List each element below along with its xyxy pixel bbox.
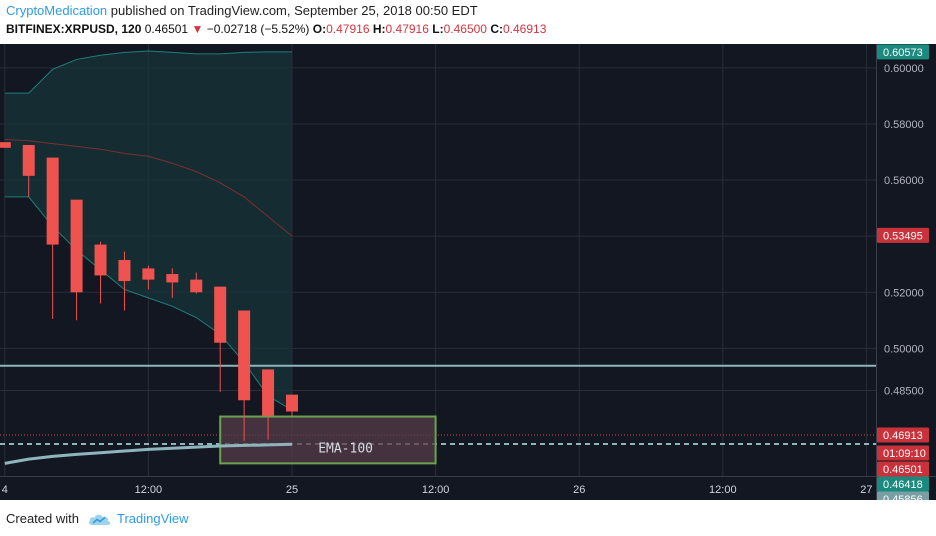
time-tick-label: 12:00 (422, 484, 450, 496)
price-badge-label: 0.53495 (883, 230, 923, 242)
time-tick-label: 4 (2, 484, 8, 496)
candle-body (142, 268, 155, 280)
symbol-label: BITFINEX:XRPUSD, 120 (6, 22, 142, 36)
price-badge (877, 445, 929, 461)
publish-line: CryptoMedication published on TradingVie… (6, 3, 478, 18)
price-badge-label: 0.46501 (883, 464, 923, 476)
price-change: −0.02718 (−5.52%) (206, 22, 310, 36)
price-badge (877, 44, 929, 60)
down-arrow-icon: ▼ (191, 22, 204, 36)
ema-100-line (4, 442, 293, 465)
price-tick-label: 0.48500 (884, 385, 924, 397)
candle-body (214, 286, 227, 343)
price-badges: 0.60573 0.53495 0.46913 01:09:10 0.46501 0.46… (877, 44, 929, 500)
price-axis-panel (876, 44, 936, 500)
chart-header: CryptoMedication published on TradingVie… (0, 0, 936, 44)
time-axis[interactable]: 4 12:00 25 12:00 26 12:00 27 (2, 484, 873, 496)
bollinger-upper-line (4, 50, 292, 94)
candle-body (46, 157, 59, 245)
price-tick-label: 0.50000 (884, 343, 924, 355)
ema-100-label: EMA-100 (318, 442, 373, 457)
close-label: C: (490, 22, 503, 36)
low-label: L: (432, 22, 444, 36)
published-text: published on TradingView.com, September … (110, 3, 478, 18)
time-tick-label: 26 (573, 484, 585, 496)
price-tick-label: 0.60000 (884, 63, 924, 75)
tradingview-brand-link[interactable]: TradingView (117, 511, 189, 526)
price-badge (877, 476, 929, 492)
author-link[interactable]: CryptoMedication (6, 3, 108, 18)
candle-body (70, 199, 83, 293)
candle-body (262, 369, 275, 416)
price-badge-label: 0.46913 (883, 430, 923, 442)
price-badge-label: 01:09:10 (883, 448, 926, 460)
ema-zone-box (219, 415, 437, 465)
candle-body (118, 260, 131, 282)
high-label: H: (372, 22, 386, 36)
open-label: O: (312, 22, 327, 36)
tradingview-cloud-icon (88, 514, 111, 525)
price-badge (877, 491, 929, 500)
close-value: 0.46913 (503, 22, 547, 36)
low-value: 0.46500 (443, 22, 487, 36)
candles (0, 142, 298, 441)
bollinger-middle-line (4, 138, 293, 237)
price-badge (877, 427, 929, 443)
created-with-text: Created with (6, 511, 79, 526)
open-value: 0.47916 (326, 22, 370, 36)
horizontal-levels (0, 364, 876, 446)
price-tick-label: 0.58000 (884, 119, 924, 131)
price-badge-label: 0.46418 (883, 479, 923, 491)
ohlc-line: BITFINEX:XRPUSD, 120 0.46501 ▼ −0.02718 … (6, 22, 546, 36)
high-value: 0.47916 (385, 22, 429, 36)
price-badge-label: 0.60573 (883, 47, 923, 59)
candle-body (238, 310, 251, 401)
price-tick-label: 0.52000 (884, 287, 924, 299)
time-tick-label: 27 (860, 484, 872, 496)
last-price: 0.46501 (144, 22, 189, 36)
time-tick-label: 25 (286, 484, 298, 496)
price-badge (877, 461, 929, 477)
candle-body (94, 244, 107, 276)
candle-body (190, 279, 203, 293)
candle-body (0, 142, 11, 148)
ema-100-series (4, 442, 293, 465)
price-badge-label: 0.45856 (883, 494, 923, 500)
highlight-box: EMA-100 (219, 415, 437, 465)
time-tick-label: 12:00 (709, 484, 737, 496)
chart-footer: Created with TradingView (0, 500, 936, 536)
candle-body (166, 274, 179, 283)
price-chart[interactable]: EMA-100 0.600000.580000.560000.540000.52… (0, 44, 936, 500)
candle-body (22, 144, 35, 176)
candle-body (286, 394, 298, 412)
price-tick-label: 0.56000 (884, 175, 924, 187)
price-badge (877, 227, 929, 243)
time-tick-label: 12:00 (135, 484, 163, 496)
